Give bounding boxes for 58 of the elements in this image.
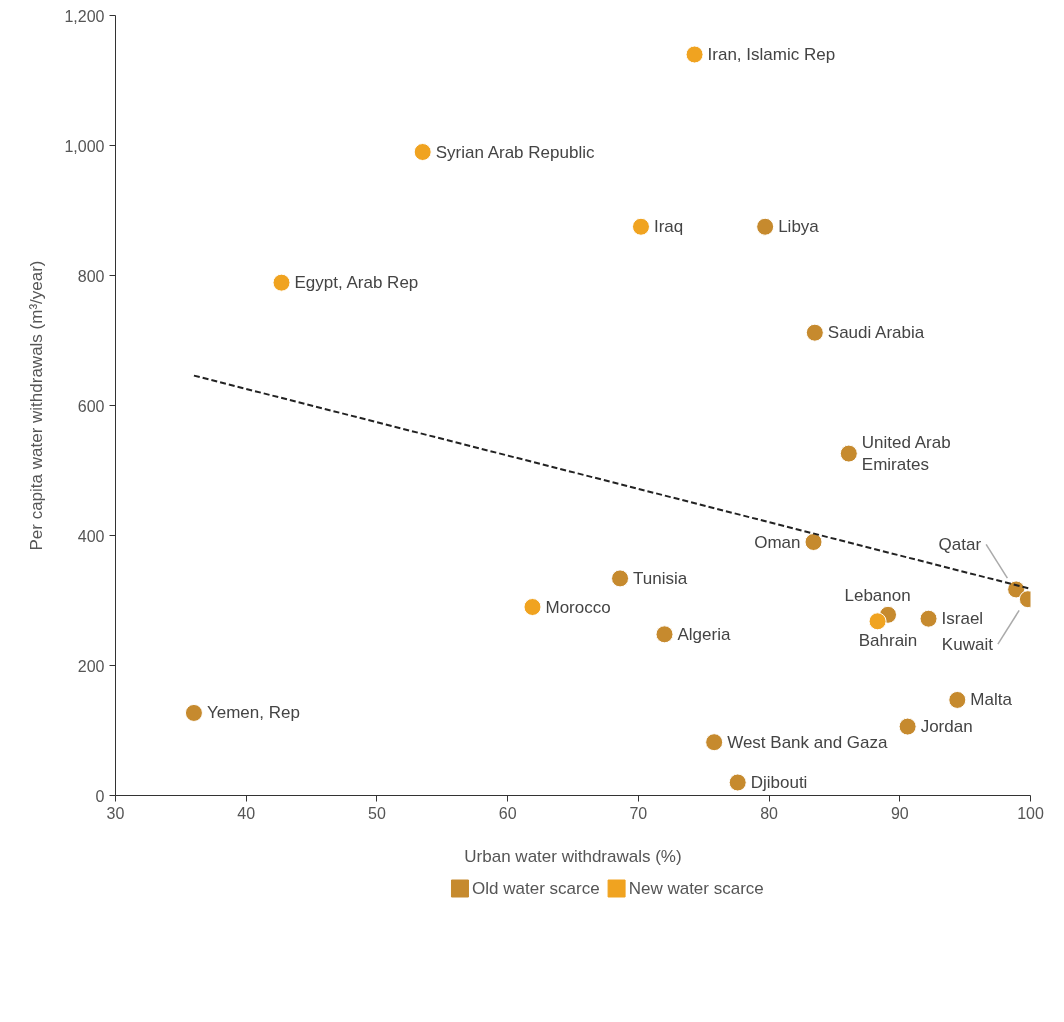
point [805,323,824,342]
y-tick-label: 800 [77,267,105,285]
x-tick-label: 30 [106,804,125,822]
point [756,217,775,236]
annotation: Libya [778,217,820,237]
x-tick-label: 90 [890,804,909,822]
point [184,703,203,722]
annotation: Yemen, Rep [206,703,300,723]
x-tick-label: 70 [629,804,648,822]
point [523,598,542,616]
x-tick-label: 60 [498,804,517,822]
point [898,717,917,736]
annotation: Kuwait [941,634,994,654]
y-tick-label: 600 [77,397,105,415]
annotation: Syrian Arab Republic [435,142,595,162]
annotation: Morocco [545,597,611,617]
y-tick-label: 1,200 [64,7,105,25]
annotation: United Arab Emirates [861,432,951,475]
annotation: Bahrain [858,631,918,651]
annotation: Djibouti [750,773,808,792]
x-tick-label: 50 [368,804,386,822]
point [685,45,704,64]
point [611,569,630,588]
x-tick-label: 80 [760,804,779,822]
point [919,609,938,628]
x-tick-label: 100 [1017,804,1044,822]
point [948,690,967,709]
annotation: Tunisia [633,568,688,588]
point [655,625,674,644]
annotation: Egypt, Arab Rep [294,273,419,293]
point [804,533,823,551]
annotation: Lebanon [844,585,911,605]
annotation: Iraq [653,217,684,237]
annotation: Israel [941,609,984,629]
y-tick-label: 1,000 [64,137,105,155]
y-tick-label: 400 [77,527,105,545]
annotation: Saudi Arabia [827,323,925,343]
annotation: West Bank and Gaza [727,732,889,752]
point [839,444,858,463]
point [728,773,747,792]
point [272,273,291,292]
annotation: Jordan [920,717,973,737]
y-tick-label: 200 [77,657,105,675]
point [413,143,432,161]
x-axis-title: Urban water withdrawals (%) [464,846,682,866]
x-tick-label: 40 [237,804,256,822]
legend-label: New water scarce [628,879,764,898]
point [868,612,887,631]
annotation: Malta [970,690,1013,710]
y-axis-title: Per capita water withdrawals (m³/year) [27,260,47,551]
annotation: Oman [754,532,801,552]
y-tick-label: 0 [95,787,105,805]
legend-label: Old water scarce [472,879,600,898]
point [631,217,650,236]
annotation: Iran, Islamic Rep [707,45,836,64]
point [705,733,724,752]
annotation: Algeria [677,624,731,644]
annotation: Qatar [938,534,982,554]
